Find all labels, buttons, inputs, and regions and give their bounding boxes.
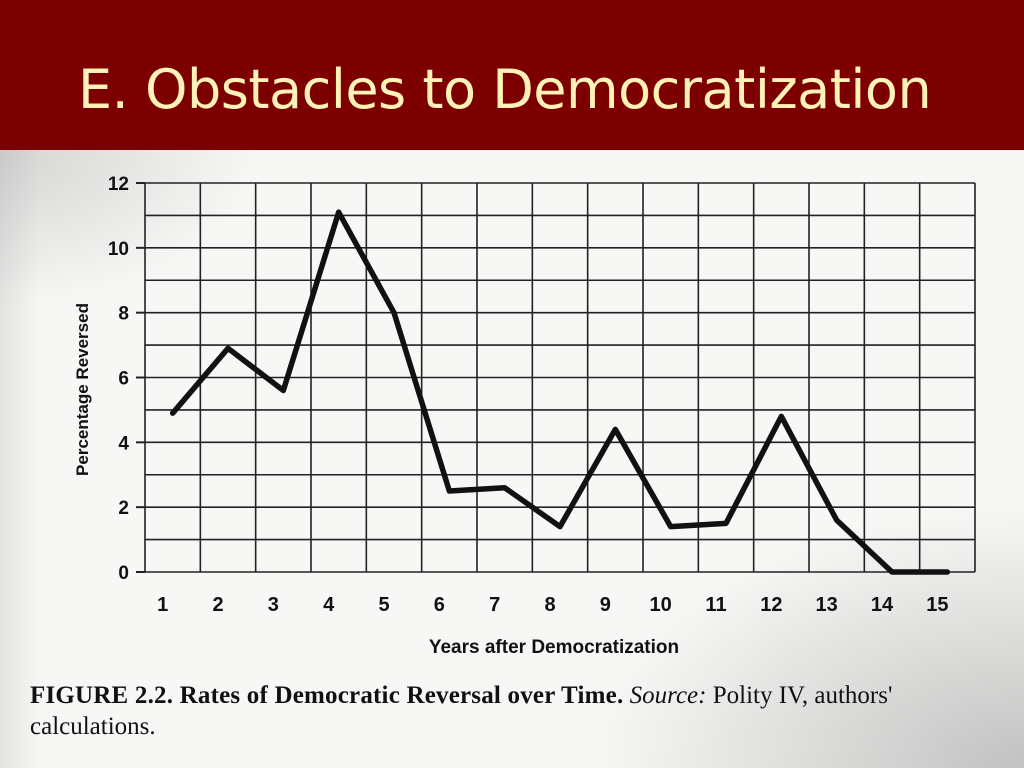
x-tick-label: 6: [434, 594, 445, 616]
x-tick-label: 3: [268, 594, 279, 616]
x-tick-label: 4: [323, 594, 335, 616]
figure-caption: FIGURE 2.2. Rates of Democratic Reversal…: [30, 680, 1010, 742]
y-tick-label: 12: [108, 174, 129, 195]
x-tick-label: 9: [600, 594, 611, 616]
x-tick-label: 5: [378, 594, 389, 616]
y-tick-label: 10: [108, 239, 129, 260]
y-tick-label: 6: [118, 369, 129, 390]
x-tick-label: 7: [489, 594, 500, 616]
y-tick-label: 0: [118, 563, 129, 584]
chart-grid: [144, 182, 976, 573]
x-tick-label: 2: [212, 594, 223, 616]
title-bar: [0, 0, 1024, 150]
x-tick-label: 1: [157, 594, 168, 616]
caption-source-text: Polity IV, authors' calculations.: [30, 682, 893, 740]
x-tick-label: 15: [926, 594, 948, 616]
x-axis-label: Years after Democratization: [429, 637, 679, 658]
y-axis-label: Percentage Reversed: [73, 303, 92, 476]
x-tick-label: 12: [760, 594, 782, 616]
y-tick-label: 4: [118, 433, 129, 454]
y-tick-label: 2: [118, 498, 129, 519]
caption-figure-title: FIGURE 2.2. Rates of Democratic Reversal…: [30, 682, 624, 709]
x-tick-label: 10: [650, 594, 672, 616]
x-tick-label: 8: [544, 594, 555, 616]
series-line: [169, 209, 951, 575]
x-tick-label: 14: [871, 594, 894, 616]
x-tick-label: 11: [705, 594, 726, 616]
y-tick-label: 8: [118, 304, 129, 325]
slide-title: E. Obstacles to Democratization: [78, 58, 932, 121]
caption-source-label: Source:: [629, 682, 707, 709]
x-tick-label: 13: [816, 594, 838, 616]
